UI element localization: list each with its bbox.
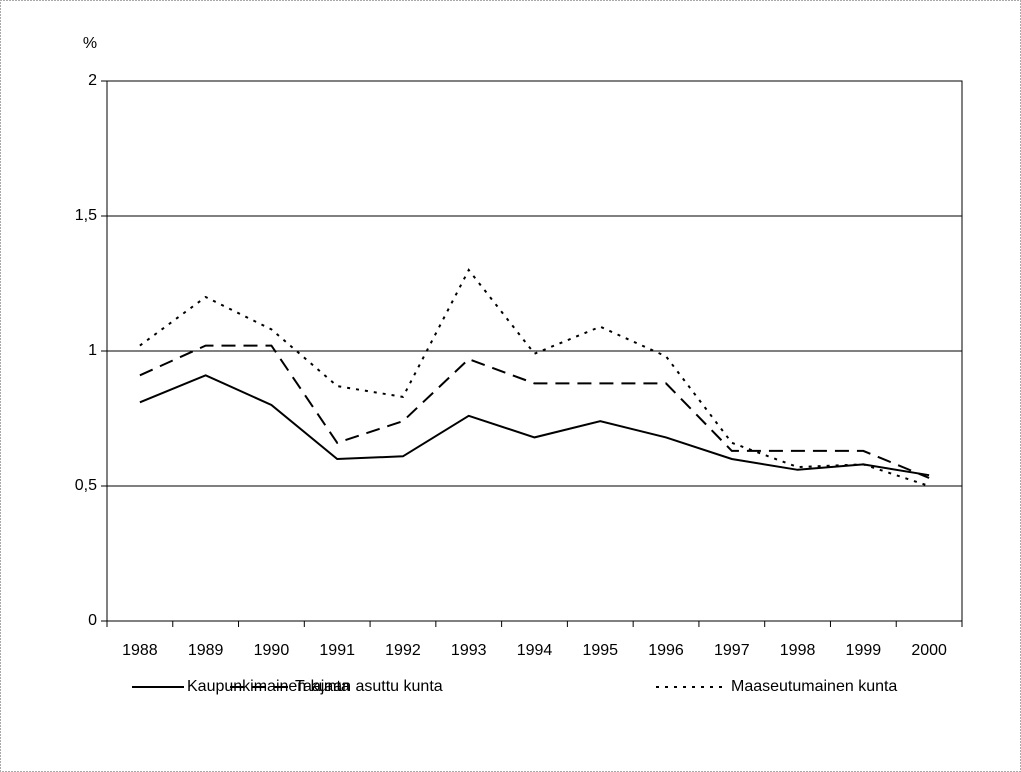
x-tick-label: 1992 xyxy=(385,642,421,659)
x-tick-label: 1988 xyxy=(122,642,158,659)
x-tick-label: 1998 xyxy=(780,642,816,659)
series-line xyxy=(139,268,930,487)
x-tick-label: 1994 xyxy=(517,642,553,659)
y-tick-label: 0,5 xyxy=(75,477,97,494)
legend-label: Taajaan asuttu kunta xyxy=(295,678,443,695)
y-tick-label: 1,5 xyxy=(75,207,97,224)
x-tick-label: 2000 xyxy=(911,642,947,659)
series-line xyxy=(139,344,930,479)
y-tick-label: 2 xyxy=(88,72,97,89)
legend-label: Kaupunkimainen kunta xyxy=(187,678,350,695)
y-axis-label: % xyxy=(83,35,97,52)
x-tick-label: 1989 xyxy=(188,642,224,659)
x-tick-label: 1993 xyxy=(451,642,487,659)
plot-area xyxy=(106,80,963,622)
x-tick-label: 1996 xyxy=(648,642,684,659)
x-tick-label: 1999 xyxy=(846,642,882,659)
y-tick-label: 1 xyxy=(88,342,97,359)
series-line xyxy=(139,374,930,477)
x-tick-label: 1991 xyxy=(319,642,355,659)
x-tick-label: 1997 xyxy=(714,642,750,659)
x-tick-label: 1990 xyxy=(254,642,290,659)
y-tick-label: 0 xyxy=(88,612,97,629)
x-tick-label: 1995 xyxy=(582,642,618,659)
legend-label: Maaseutumainen kunta xyxy=(731,678,897,695)
